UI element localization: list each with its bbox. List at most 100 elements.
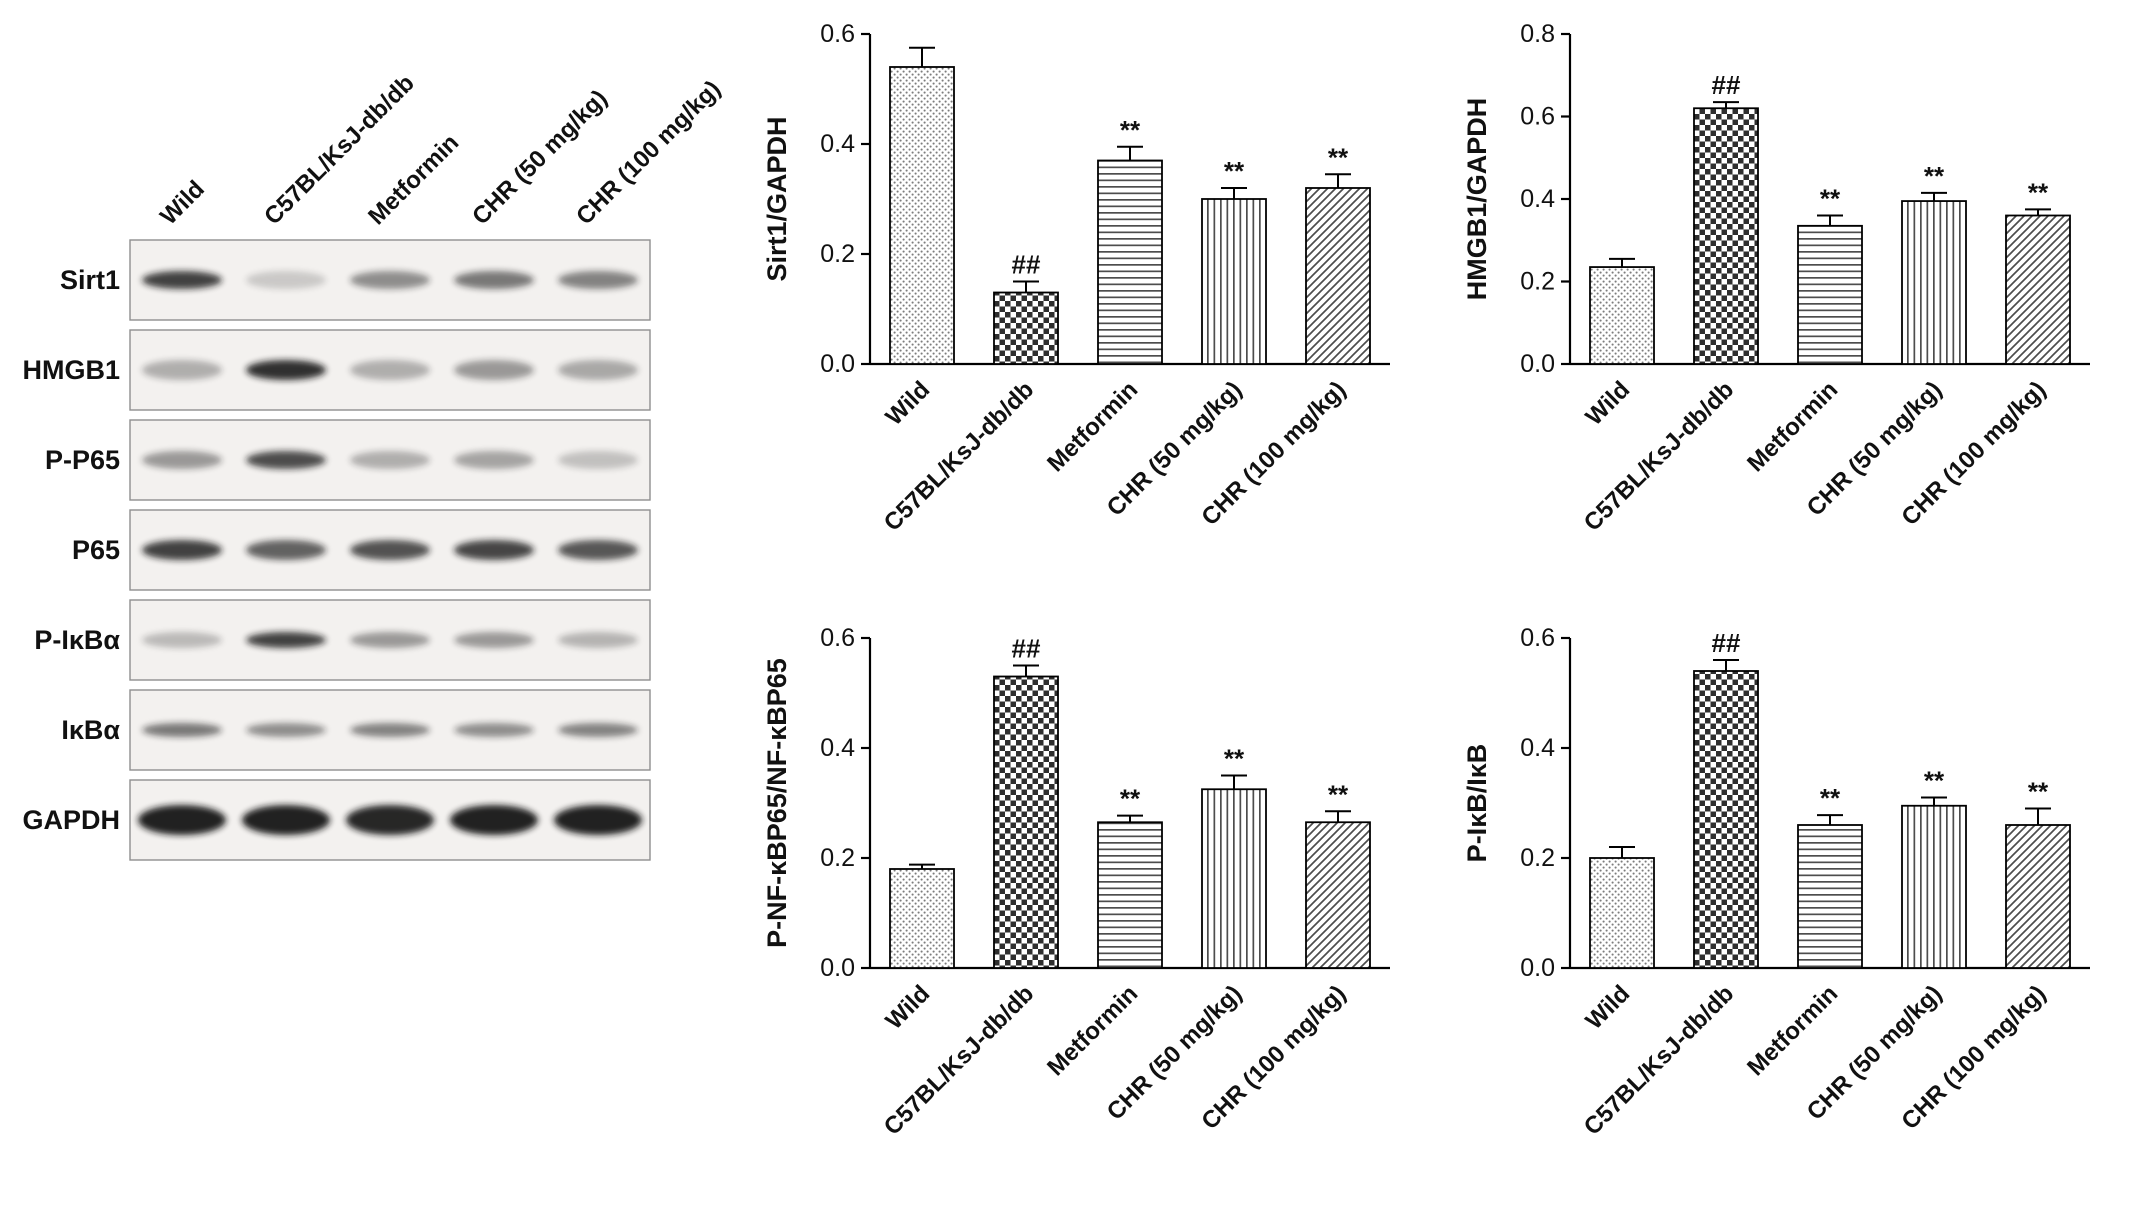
- band-p-i-b-chr-50-mg-kg: [454, 632, 534, 648]
- band-gapdh-chr-100-mg-kg: [554, 805, 642, 835]
- y-tick-label: 0.2: [1520, 268, 1555, 296]
- bar-metformin: [1097, 159, 1163, 365]
- sirt1-gapdh-bar-chart: 0.00.20.40.6Sirt1/GAPDHWild##C57BL/KsJ-d…: [762, 20, 1390, 537]
- y-axis-title: HMGB1/GAPDH: [1462, 98, 1492, 301]
- band-sirt1-chr-100-mg-kg: [558, 271, 638, 289]
- row-label-p-p65: P-P65: [45, 445, 120, 475]
- significance-c57bl-ksj-db-db: ##: [1012, 634, 1041, 664]
- significance-chr-50-mg-kg: **: [1924, 766, 1945, 796]
- y-tick-label: 0.2: [820, 240, 855, 268]
- bar-c57bl-ksj-db-db: [993, 291, 1059, 365]
- band-hmgb1-chr-50-mg-kg: [454, 360, 534, 380]
- significance-chr-50-mg-kg: **: [1224, 744, 1245, 774]
- bar-metformin: [1797, 824, 1863, 969]
- band-i-b-chr-50-mg-kg: [454, 723, 534, 737]
- band-p-i-b-c57bl-ksj-db-db: [246, 632, 326, 648]
- significance-metformin: **: [1120, 115, 1141, 145]
- x-tick-metformin: Metformin: [1742, 376, 1843, 477]
- bar-c57bl-ksj-db-db: [993, 675, 1059, 969]
- band-gapdh-c57bl-ksj-db-db: [242, 805, 330, 835]
- significance-metformin: **: [1820, 184, 1841, 214]
- band-i-b-c57bl-ksj-db-db: [246, 723, 326, 737]
- band-hmgb1-metformin: [350, 360, 430, 380]
- band-p-i-b-metformin: [350, 632, 430, 648]
- significance-metformin: **: [1820, 783, 1841, 813]
- band-sirt1-metformin: [350, 271, 430, 289]
- western-blot-panel: Wild C57BL/KsJ-db/db Metformin CHR (50 mg/k…: [0, 0, 752, 1212]
- chart-hmgb1-gapdh: 0.0 0.2 0.4 0.6 0.8 HMGB1/GAPDH Wild ## C57BL/Ks…: [1452, 4, 2150, 608]
- bar-chr-100-mg-kg: [2005, 214, 2071, 365]
- bar-metformin: [1797, 224, 1863, 365]
- x-tick-metformin: Metformin: [1742, 980, 1843, 1081]
- chart-p-ikb-ikb: 0.0 0.2 0.4 0.6 P-IκB/IκB Wild ## C57BL/KsJ-db/…: [1452, 608, 2150, 1212]
- x-tick-wild: Wild: [880, 980, 935, 1035]
- y-tick-label: 0.0: [1520, 350, 1555, 378]
- band-p65-wild: [142, 540, 222, 560]
- band-hmgb1-c57bl-ksj-db-db: [246, 360, 326, 380]
- band-sirt1-chr-50-mg-kg: [454, 271, 534, 289]
- y-tick-label: 0.0: [820, 954, 855, 982]
- band-p65-chr-50-mg-kg: [454, 540, 534, 560]
- x-tick-wild: Wild: [1580, 376, 1635, 431]
- y-tick-label: 0.8: [1520, 20, 1555, 48]
- y-tick-label: 0.6: [820, 20, 855, 48]
- lane-label-metformin: Metformin: [363, 129, 464, 230]
- bar-wild: [889, 66, 955, 365]
- y-tick-label: 0.4: [1520, 185, 1555, 213]
- y-tick-label: 0.0: [1520, 954, 1555, 982]
- band-i-b-chr-100-mg-kg: [558, 723, 638, 737]
- y-axis-title: P-IκB/IκB: [1462, 744, 1492, 863]
- x-tick-wild: Wild: [880, 376, 935, 431]
- bar-chr-100-mg-kg: [1305, 187, 1371, 365]
- y-tick-label: 0.4: [820, 130, 855, 158]
- band-hmgb1-chr-100-mg-kg: [558, 360, 638, 380]
- y-tick-label: 0.2: [1520, 844, 1555, 872]
- p-nf-bp65-nf-bp65-bar-chart: 0.00.20.40.6P-NF-κBP65/NF-κBP65Wild##C57…: [762, 624, 1390, 1141]
- bar-wild: [1589, 266, 1655, 365]
- band-p-p65-metformin: [350, 451, 430, 469]
- row-label-sirt1: Sirt1: [60, 265, 120, 295]
- band-gapdh-wild: [138, 805, 226, 835]
- bar-chr-50-mg-kg: [1901, 200, 1967, 365]
- p-i-b-i-b-bar-chart: 0.00.20.40.6P-IκB/IκBWild##C57BL/KsJ-db/…: [1462, 624, 2090, 1141]
- bar-wild: [889, 868, 955, 969]
- chart-sirt1-gapdh: 0.0 0.2 0.4 0.6 Sirt1/GAPDH Wild ## C57BL/KsJ-d…: [752, 4, 1452, 608]
- bar-metformin: [1097, 821, 1163, 969]
- significance-chr-100-mg-kg: **: [2028, 777, 2049, 807]
- chart-p-nf-kbp65-nf-kbp65: 0.0 0.2 0.4 0.6 P-NF-κBP65/NF-κBP65 Wild ## C57…: [752, 608, 1452, 1212]
- row-label-gapdh: GAPDH: [22, 805, 120, 835]
- band-gapdh-chr-50-mg-kg: [450, 805, 538, 835]
- significance-c57bl-ksj-db-db: ##: [1712, 628, 1741, 658]
- band-p65-chr-100-mg-kg: [558, 540, 638, 560]
- significance-chr-50-mg-kg: **: [1224, 156, 1245, 186]
- significance-chr-100-mg-kg: **: [1328, 142, 1349, 172]
- band-sirt1-wild: [142, 271, 222, 289]
- row-label-hmgb1: HMGB1: [22, 355, 120, 385]
- x-tick-metformin: Metformin: [1042, 980, 1143, 1081]
- significance-c57bl-ksj-db-db: ##: [1712, 70, 1741, 100]
- x-tick-wild: Wild: [1580, 980, 1635, 1035]
- band-hmgb1-wild: [142, 360, 222, 380]
- band-p-p65-chr-100-mg-kg: [558, 451, 638, 469]
- y-tick-label: 0.2: [820, 844, 855, 872]
- band-p-p65-chr-50-mg-kg: [454, 451, 534, 469]
- band-p-p65-c57bl-ksj-db-db: [246, 451, 326, 469]
- y-tick-label: 0.4: [820, 734, 855, 762]
- charts-grid: 0.0 0.2 0.4 0.6 Sirt1/GAPDH Wild ## C57BL/KsJ-d…: [752, 0, 2150, 1212]
- y-tick-label: 0.6: [1520, 624, 1555, 652]
- significance-chr-100-mg-kg: **: [2028, 177, 2049, 207]
- band-p-i-b-wild: [142, 632, 222, 648]
- y-axis-title: P-NF-κBP65/NF-κBP65: [762, 658, 792, 948]
- significance-chr-50-mg-kg: **: [1924, 161, 1945, 191]
- bar-chr-100-mg-kg: [2005, 824, 2071, 969]
- x-tick-metformin: Metformin: [1042, 376, 1143, 477]
- bar-chr-50-mg-kg: [1201, 198, 1267, 365]
- band-i-b-wild: [142, 723, 222, 737]
- bar-c57bl-ksj-db-db: [1693, 107, 1759, 365]
- significance-chr-100-mg-kg: **: [1328, 779, 1349, 809]
- y-tick-label: 0.6: [1520, 103, 1555, 131]
- band-sirt1-c57bl-ksj-db-db: [246, 271, 326, 289]
- bar-chr-100-mg-kg: [1305, 821, 1371, 969]
- row-label-p65: P65: [72, 535, 120, 565]
